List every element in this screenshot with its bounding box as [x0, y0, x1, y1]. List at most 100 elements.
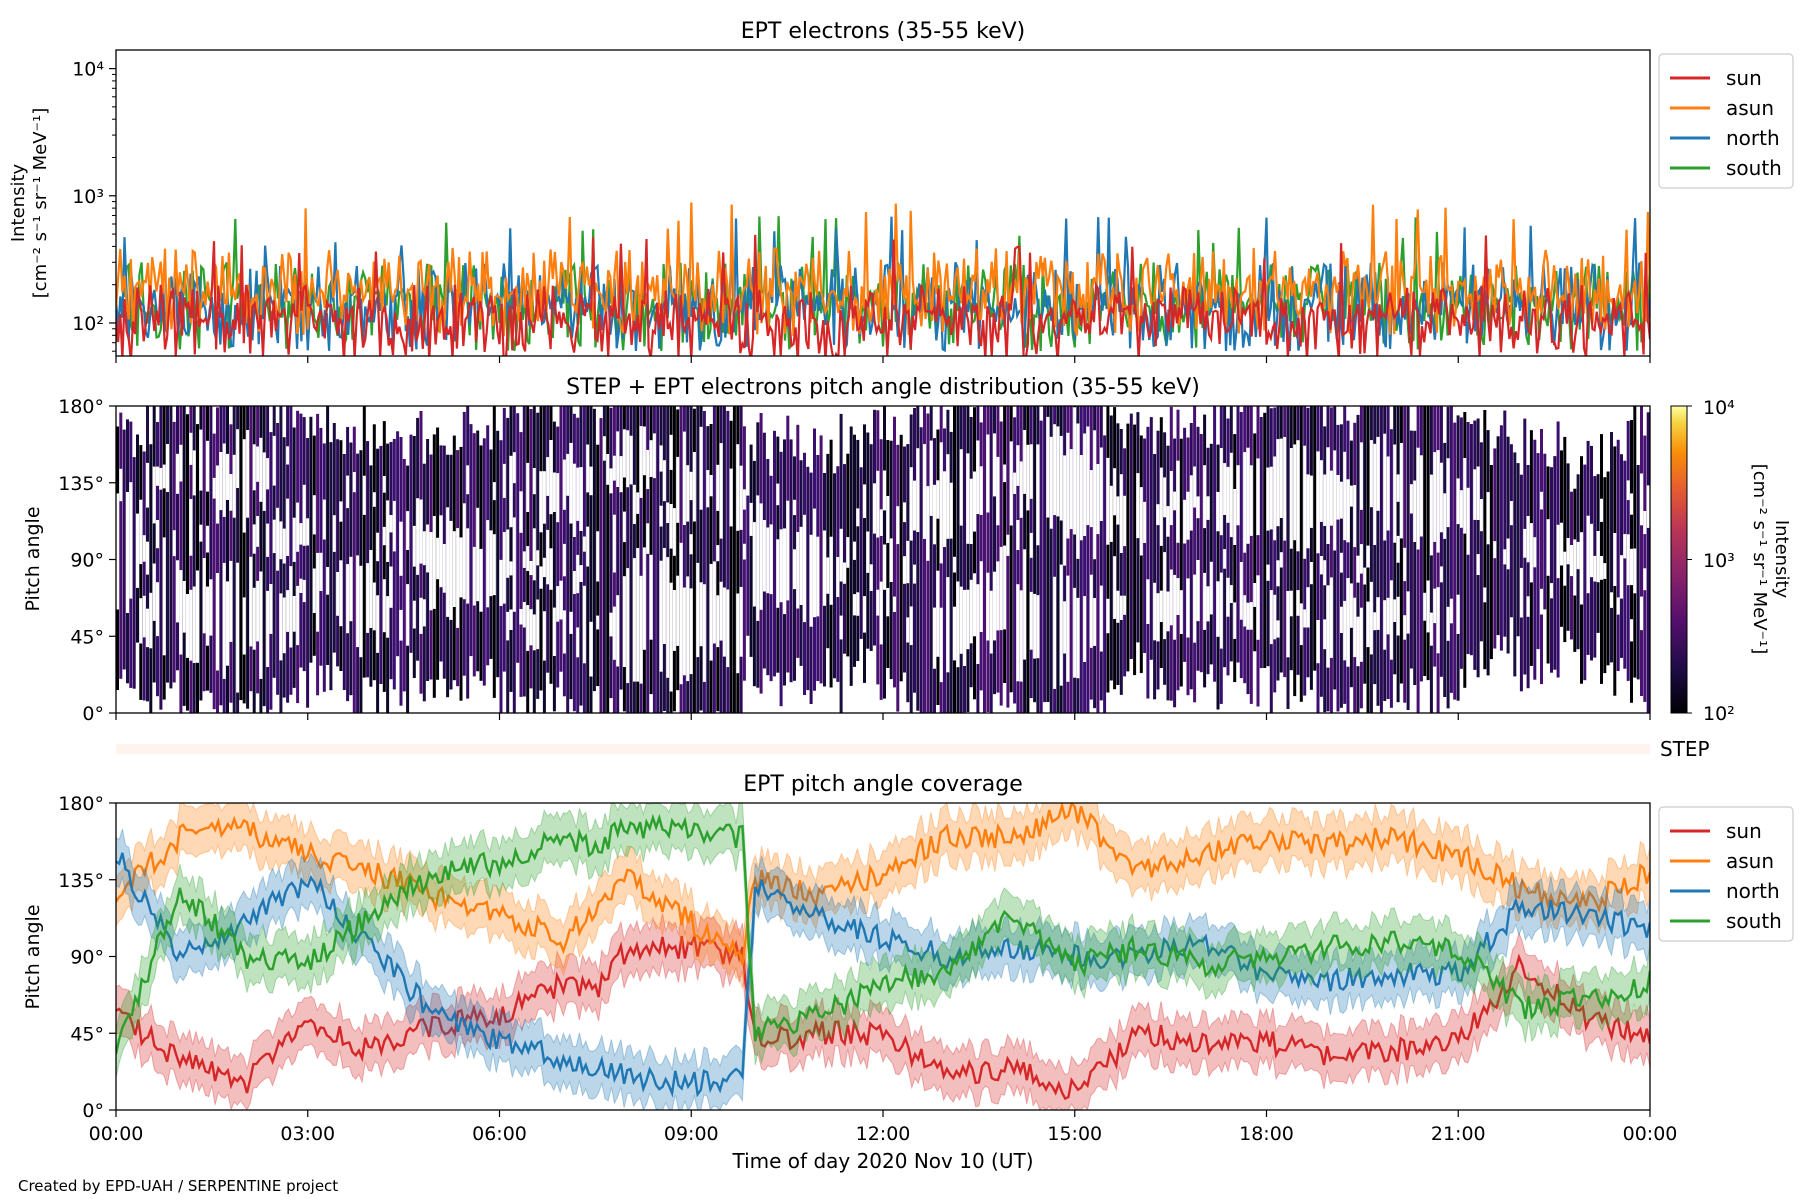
pad-gap: [1059, 564, 1063, 686]
pad-gap: [986, 434, 990, 513]
pad-gap: [256, 580, 260, 642]
pad-gap: [839, 615, 843, 640]
pad-gap: [1253, 583, 1257, 607]
pad-column: [469, 424, 473, 657]
pad-column: [1483, 410, 1487, 670]
x-tick-label: 21:00: [1431, 1123, 1486, 1145]
pad-column: [389, 442, 393, 680]
pad-gap: [339, 501, 343, 522]
pad-gap: [706, 470, 710, 508]
pad-gap: [622, 576, 626, 667]
pad-gap: [926, 486, 930, 561]
pad-gap: [296, 502, 300, 552]
pad-column: [362, 406, 366, 678]
pad-column: [142, 451, 146, 701]
pad-gap: [546, 457, 550, 496]
coverage-band-asun: [116, 803, 1650, 989]
pad-gap: [933, 607, 936, 669]
pad-column: [1509, 444, 1513, 618]
pad-gap: [549, 440, 553, 515]
pad-column: [896, 444, 900, 712]
pad-gap: [1346, 578, 1350, 667]
pad-gap: [616, 595, 620, 667]
pad-gap: [326, 567, 330, 595]
pad-gap: [1176, 578, 1180, 615]
pad-column: [1226, 418, 1230, 676]
pad-gap: [1319, 556, 1323, 575]
pad-column: [609, 407, 613, 699]
pad-gap: [526, 605, 530, 651]
pad-gap: [1173, 574, 1177, 640]
pad-gap: [1353, 597, 1357, 658]
pad-column: [386, 443, 390, 713]
pad-gap: [246, 430, 250, 518]
pad-gap: [1026, 444, 1030, 511]
pad-gap: [576, 467, 580, 521]
pad-gap: [1153, 582, 1157, 641]
pad-column: [149, 444, 153, 713]
pad-gap: [906, 617, 910, 643]
pad-column: [619, 406, 623, 690]
pad-gap: [286, 498, 290, 556]
pad-column: [242, 406, 246, 704]
pad-column: [869, 444, 873, 651]
pad-column: [1426, 406, 1430, 681]
pad-gap: [159, 467, 163, 490]
pad-gap: [843, 562, 846, 584]
pad-gap: [659, 445, 663, 472]
x-axis-label: Time of day 2020 Nov 10 (UT): [732, 1149, 1034, 1173]
pad-gap: [156, 582, 159, 637]
pad-gap: [1086, 426, 1090, 526]
pad-gap: [642, 426, 646, 476]
pad-column: [749, 444, 753, 657]
pad-column: [1113, 407, 1117, 690]
pad-column: [559, 406, 563, 672]
pad-gap: [216, 465, 219, 524]
pad-gap: [956, 581, 960, 668]
pad-gap: [1169, 471, 1173, 526]
pad-column: [1486, 430, 1490, 676]
pad-gap: [206, 525, 209, 553]
y-tick-label: 0°: [82, 703, 104, 725]
pad-column: [1419, 406, 1423, 682]
pad-gap: [1289, 448, 1293, 549]
pad-gap: [836, 557, 840, 597]
pad-column: [606, 406, 610, 713]
pad-gap: [1216, 491, 1220, 532]
pad-gap: [139, 598, 143, 644]
pad-gap: [1326, 585, 1330, 668]
pad-gap: [1560, 522, 1563, 566]
credit-text: Created by EPD-UAH / SERPENTINE project: [18, 1177, 338, 1195]
pad-column: [856, 439, 860, 661]
pad-column: [1376, 406, 1380, 706]
pad-gap: [1186, 491, 1190, 540]
pad-gap: [1409, 484, 1413, 514]
pad-column: [539, 406, 543, 691]
pad-gap: [1036, 595, 1040, 659]
pad-column: [549, 406, 553, 684]
pad-gap: [282, 528, 286, 564]
pad-column: [556, 426, 560, 688]
pad-column: [1216, 444, 1220, 710]
pad-gap: [1643, 511, 1647, 535]
pad-column: [192, 406, 196, 713]
pad-gap: [1419, 455, 1423, 537]
pad-gap: [1349, 485, 1353, 507]
pad-gap: [1003, 545, 1007, 630]
pad-gap: [936, 480, 940, 519]
pad-gap: [1093, 598, 1097, 646]
pad-column: [382, 421, 386, 692]
pad-gap: [186, 594, 189, 658]
pad-gap: [429, 532, 433, 611]
pad-gap: [1623, 534, 1627, 559]
pad-gap: [1376, 597, 1380, 630]
pad-gap: [1093, 430, 1097, 560]
pad-column: [572, 413, 576, 712]
pad-gap: [466, 465, 470, 495]
pad-column: [522, 406, 526, 697]
pad-column: [1283, 406, 1287, 678]
pad-gap: [459, 537, 463, 598]
pad-gap: [1596, 531, 1600, 583]
pad-gap: [346, 564, 350, 634]
pad-gap: [979, 466, 983, 515]
